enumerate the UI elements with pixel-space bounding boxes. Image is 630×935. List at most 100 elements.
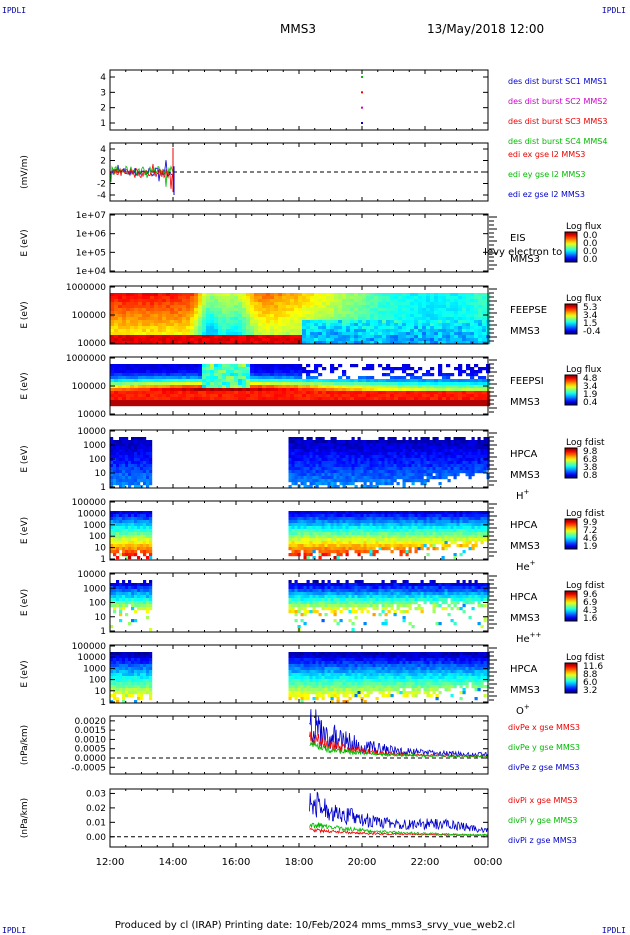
spectrogram-cell — [418, 376, 422, 379]
spectrogram-cell — [316, 467, 319, 470]
spectrogram-cell — [128, 470, 131, 473]
spectrogram-cell — [306, 308, 310, 311]
spectrogram-cell — [190, 376, 194, 379]
spectrogram-cell — [294, 379, 298, 382]
spectrogram-cell — [125, 538, 128, 541]
spectrogram-cell — [222, 400, 226, 403]
spectrogram-cell — [415, 470, 418, 473]
spectrogram-cell — [226, 332, 230, 335]
spectrogram-cell — [150, 317, 154, 320]
spectrogram-cell — [391, 482, 394, 485]
spectrogram-cell — [342, 332, 346, 335]
spectrogram-cell — [474, 373, 478, 376]
spectrogram-cell — [137, 532, 140, 535]
spectrogram-cell — [454, 464, 457, 467]
spectrogram-cell — [206, 394, 210, 397]
spectrogram-cell — [134, 317, 138, 320]
spectrogram-cell — [446, 388, 450, 391]
spectrogram-cell — [466, 296, 470, 299]
spectrogram-cell — [430, 299, 434, 302]
burst-marker — [361, 107, 363, 109]
spectrogram-cell — [316, 437, 319, 440]
spectrogram-cell — [403, 482, 406, 485]
spectrogram-cell — [442, 326, 446, 329]
spectrogram-cell — [442, 388, 446, 391]
spectrogram-cell — [403, 446, 406, 449]
spectrogram-cell — [146, 317, 150, 320]
spectrogram-cell — [446, 400, 450, 403]
spectrogram-cell — [250, 293, 254, 296]
spectrogram-cell — [234, 305, 238, 308]
spectrogram-cell — [186, 376, 190, 379]
spectrogram-cell — [338, 320, 342, 323]
spectrogram-cell — [295, 526, 298, 529]
spectrogram-cell — [218, 311, 222, 314]
spectrogram-cell — [390, 391, 394, 394]
spectrogram-cell — [367, 467, 370, 470]
spectrogram-cell — [301, 514, 304, 517]
spectrogram-cell — [206, 338, 210, 341]
spectrogram-cell — [294, 296, 298, 299]
spectrogram-cell — [134, 314, 138, 317]
spectrogram-cell — [361, 470, 364, 473]
spectrogram-cell — [206, 391, 210, 394]
spectrogram-cell — [361, 473, 364, 476]
spectrogram-cell — [340, 452, 343, 455]
spectrogram-cell — [314, 314, 318, 317]
spectrogram-cell — [154, 394, 158, 397]
spectrogram-cell — [326, 332, 330, 335]
spectrogram-cell — [137, 458, 140, 461]
spectrogram-cell — [331, 547, 334, 550]
spectrogram-cell — [478, 382, 482, 385]
spectrogram-cell — [410, 302, 414, 305]
spectrogram-cell — [421, 452, 424, 455]
spectrogram-cell — [334, 547, 337, 550]
spectrogram-cell — [322, 317, 326, 320]
spectrogram-cell — [295, 517, 298, 520]
spectrogram-cell — [430, 314, 434, 317]
spectrogram-cell — [442, 323, 446, 326]
spectrogram-cell — [466, 403, 470, 406]
spectrogram-cell — [137, 467, 140, 470]
spectrogram-cell — [412, 467, 415, 470]
spectrogram-cell — [170, 373, 174, 376]
spectrogram-cell — [122, 467, 125, 470]
spectrogram-cell — [325, 464, 328, 467]
spectrogram-cell — [230, 326, 234, 329]
spectrogram-cell — [186, 317, 190, 320]
spectrogram-cell — [414, 335, 418, 338]
spectrogram-cell — [310, 511, 313, 514]
spectrogram-cell — [142, 293, 146, 296]
spectrogram-cell — [131, 538, 134, 541]
spectrogram-cell — [254, 382, 258, 385]
spectrogram-cell — [302, 385, 306, 388]
spectrogram-cell — [362, 382, 366, 385]
spectrogram-cell — [119, 473, 122, 476]
spectrogram-cell — [137, 464, 140, 467]
spectrogram-cell — [266, 302, 270, 305]
spectrogram-cell — [222, 329, 226, 332]
spectrogram-cell — [138, 373, 142, 376]
spectrogram-cell — [394, 458, 397, 461]
spectrogram-cell — [146, 514, 149, 517]
spectrogram-cell — [292, 479, 295, 482]
spectrogram-cell — [226, 367, 230, 370]
spectrogram-cell — [370, 467, 373, 470]
spectrogram-cell — [282, 326, 286, 329]
spectrogram-cell — [130, 370, 134, 373]
spectrogram-cell — [470, 394, 474, 397]
spectrogram-cell — [470, 326, 474, 329]
spectrogram-cell — [414, 338, 418, 341]
spectrogram-cell — [421, 440, 424, 443]
spectrogram-cell — [370, 403, 374, 406]
spectrogram-cell — [370, 391, 374, 394]
spectrogram-cell — [134, 338, 138, 341]
spectrogram-cell — [328, 476, 331, 479]
spectrogram-cell — [382, 308, 386, 311]
spectrogram-cell — [397, 455, 400, 458]
spectrogram-cell — [282, 299, 286, 302]
spectrogram-cell — [442, 329, 446, 332]
spectrogram-cell — [254, 391, 258, 394]
spectrogram-cell — [140, 455, 143, 458]
spectrogram-cell — [410, 367, 414, 370]
